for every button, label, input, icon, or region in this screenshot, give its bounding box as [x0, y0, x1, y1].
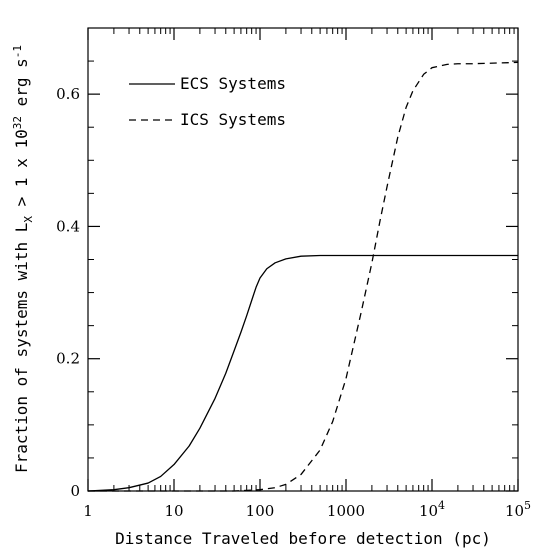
- x-tick-label: 1000: [327, 502, 365, 520]
- x-tick-label-base: 10: [419, 502, 438, 520]
- y-axis-label-exp: 32: [11, 116, 24, 129]
- x-tick-label: 105: [505, 499, 531, 520]
- y-tick-label: 0.2: [56, 350, 80, 368]
- series-lines: [87, 61, 519, 492]
- y-axis-label-unit-exp: -1: [11, 45, 24, 58]
- y-axis-label: Fraction of systems with LX > 1 x 1032 e…: [11, 45, 35, 473]
- legend: ECS Systems ICS Systems: [129, 74, 286, 129]
- x-tick-label: 104: [419, 499, 445, 520]
- series-line-ecs-systems: [87, 254, 518, 492]
- x-tick-label: 10: [164, 502, 183, 520]
- x-tick-label-base: 1000: [327, 502, 365, 520]
- y-tick-label: 0: [70, 482, 80, 500]
- x-tick-labels: 1 10 100 1000 104 105: [83, 499, 531, 520]
- y-axis-label-unit: erg s: [12, 58, 31, 116]
- y-tick-labels: 0 0.2 0.4 0.6: [56, 85, 80, 500]
- y-axis-label-tail: > 1 x 10: [12, 129, 31, 216]
- y-tick-label: 0.6: [56, 85, 80, 103]
- x-tick-label: 1: [83, 502, 93, 520]
- legend-label-ics-systems: ICS Systems: [180, 110, 286, 129]
- minor-ticks: [88, 27, 518, 491]
- legend-label-ecs-systems: ECS Systems: [180, 74, 286, 93]
- x-tick-label-base: 100: [246, 502, 275, 520]
- x-tick-label: 100: [246, 502, 275, 520]
- x-tick-label-exp: 4: [438, 499, 445, 512]
- y-axis-label-main: Fraction of systems with L: [12, 223, 31, 473]
- x-tick-label-exp: 5: [524, 499, 531, 512]
- series-line-ics-systems: [88, 61, 519, 492]
- x-tick-label-base: 10: [505, 502, 524, 520]
- major-ticks: [87, 28, 519, 492]
- y-tick-label: 0.4: [56, 217, 80, 235]
- x-tick-label-base: 1: [83, 502, 93, 520]
- plot-area: [87, 27, 519, 492]
- y-axis-label-sub: X: [22, 216, 35, 223]
- x-axis-label: Distance Traveled before detection (pc): [115, 529, 491, 548]
- x-tick-label-base: 10: [164, 502, 183, 520]
